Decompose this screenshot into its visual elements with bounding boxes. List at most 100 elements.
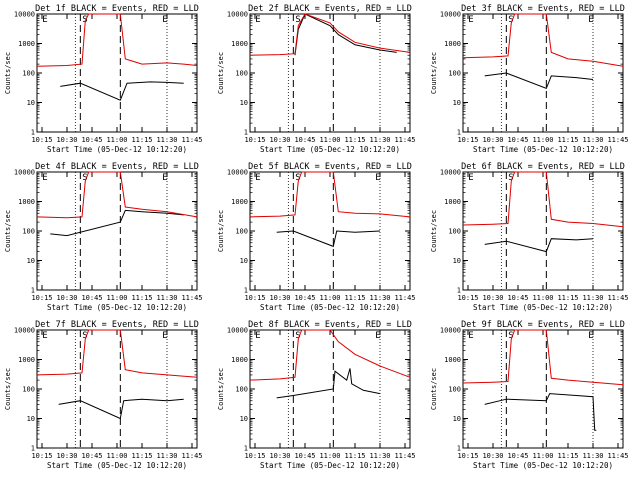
panel-5: Det 5f BLACK = Events, RED = LLD 1 10 100 10… xyxy=(217,162,416,312)
marker-letter-s: S xyxy=(295,173,300,183)
panel-2: Det 2f BLACK = Events, RED = LLD 1 10 100 10… xyxy=(217,4,416,154)
x-tick-label: 11:45 xyxy=(607,294,628,302)
x-tick-label: 11:00 xyxy=(106,452,127,460)
y-tick-label: 1 xyxy=(31,445,35,453)
marker-letter-s: S xyxy=(508,173,513,183)
marker-letter-s: S xyxy=(508,331,513,341)
marker-letter-e: E xyxy=(255,331,260,341)
marker-letter-e: E xyxy=(42,173,47,183)
marker-letter-e: E xyxy=(588,173,593,183)
x-tick-label: 11:45 xyxy=(181,294,202,302)
x-tick-label: 10:15 xyxy=(31,294,52,302)
x-tick-label: 11:45 xyxy=(394,294,415,302)
marker-letter-e: E xyxy=(255,173,260,183)
y-tick-label: 1000 xyxy=(444,198,461,206)
x-tick-label: 10:30 xyxy=(482,452,503,460)
plot-frame xyxy=(249,171,411,291)
x-tick-label: 10:30 xyxy=(56,136,77,144)
panel-title: Det 4f BLACK = Events, RED = LLD xyxy=(35,162,199,172)
series-line-lld xyxy=(249,171,411,218)
panel-4: Det 4f BLACK = Events, RED = LLD 1 10 100 10… xyxy=(4,162,203,312)
marker-letter-e: E xyxy=(162,15,167,25)
series-line-events xyxy=(294,13,397,56)
x-tick-label: 11:30 xyxy=(156,452,177,460)
y-tick-label: 1000 xyxy=(444,40,461,48)
x-tick-label: 11:00 xyxy=(532,136,553,144)
series-line-lld xyxy=(36,171,198,219)
series-line-events xyxy=(60,81,184,101)
x-tick-label: 10:15 xyxy=(31,136,52,144)
panel-title: Det 5f BLACK = Events, RED = LLD xyxy=(248,162,412,172)
x-axis-label: Start Time (05-Dec-12 10:12:20) xyxy=(473,303,613,312)
x-tick-label: 11:15 xyxy=(557,136,578,144)
x-tick-label: 10:30 xyxy=(56,294,77,302)
x-axis-label: Start Time (05-Dec-12 10:12:20) xyxy=(473,145,613,154)
x-tick-label: 11:45 xyxy=(607,136,628,144)
y-tick-label: 1000 xyxy=(444,356,461,364)
plot-frame xyxy=(462,329,624,449)
series-line-lld xyxy=(462,171,624,228)
y-tick-label: 1 xyxy=(31,287,35,295)
series-line-lld xyxy=(249,329,411,381)
x-tick-label: 10:15 xyxy=(31,452,52,460)
series-line-events xyxy=(484,72,594,90)
x-tick-label: 11:15 xyxy=(344,294,365,302)
marker-letter-e: E xyxy=(588,331,593,341)
x-tick-label: 11:30 xyxy=(156,136,177,144)
panel-1: Det 1f BLACK = Events, RED = LLD 1 10 100 10… xyxy=(4,4,203,154)
series-line-events xyxy=(276,368,381,399)
series-line-lld xyxy=(36,329,198,378)
y-tick-label: 1 xyxy=(244,445,248,453)
x-tick-label: 10:30 xyxy=(482,136,503,144)
x-tick-label: 10:45 xyxy=(507,136,528,144)
panel-3: Det 3f BLACK = Events, RED = LLD 1 10 100 10… xyxy=(430,4,629,154)
x-tick-label: 10:45 xyxy=(294,294,315,302)
plot-frame xyxy=(462,171,624,291)
marker-letter-e: E xyxy=(588,15,593,25)
x-tick-label: 11:00 xyxy=(319,294,340,302)
series-line-lld xyxy=(36,13,198,67)
y-tick-label: 1000 xyxy=(18,198,35,206)
plot-frame xyxy=(249,329,411,449)
plot-frame xyxy=(462,13,624,133)
panel-9: Det 9f BLACK = Events, RED = LLD 1 10 100 10… xyxy=(430,320,629,470)
y-tick-label: 10000 xyxy=(440,327,461,335)
x-tick-label: 11:15 xyxy=(131,294,152,302)
y-tick-label: 10000 xyxy=(440,169,461,177)
x-tick-label: 11:45 xyxy=(181,136,202,144)
series-line-events xyxy=(484,238,594,253)
series-line-events xyxy=(484,393,597,431)
plot-frame xyxy=(36,13,198,133)
x-tick-label: 10:30 xyxy=(269,452,290,460)
y-tick-label: 1000 xyxy=(18,356,35,364)
x-tick-label: 10:45 xyxy=(81,136,102,144)
plot-frame xyxy=(249,13,411,133)
x-tick-label: 10:15 xyxy=(244,136,265,144)
y-tick-label: 1 xyxy=(457,287,461,295)
x-tick-label: 11:30 xyxy=(369,294,390,302)
y-tick-label: 1 xyxy=(457,129,461,137)
y-axis-label: Counts/sec xyxy=(430,210,438,252)
y-tick-label: 10 xyxy=(27,415,35,423)
x-tick-label: 11:30 xyxy=(156,294,177,302)
series-line-lld xyxy=(462,329,624,386)
y-tick-label: 1 xyxy=(457,445,461,453)
x-tick-label: 10:45 xyxy=(294,136,315,144)
x-tick-label: 11:45 xyxy=(394,452,415,460)
marker-letter-s: S xyxy=(508,15,513,25)
y-tick-label: 100 xyxy=(448,70,461,78)
x-tick-label: 11:15 xyxy=(557,294,578,302)
panel-7: Det 7f BLACK = Events, RED = LLD 1 10 100 10… xyxy=(4,320,203,470)
x-axis-label: Start Time (05-Dec-12 10:12:20) xyxy=(260,145,400,154)
y-axis-label: Counts/sec xyxy=(217,210,225,252)
x-tick-label: 11:00 xyxy=(319,136,340,144)
panel-title: Det 1f BLACK = Events, RED = LLD xyxy=(35,4,199,14)
plot-frame xyxy=(36,171,198,291)
x-tick-label: 11:15 xyxy=(131,136,152,144)
y-axis-label: Counts/sec xyxy=(430,368,438,410)
x-tick-label: 11:30 xyxy=(582,136,603,144)
marker-letter-e: E xyxy=(255,15,260,25)
panel-title: Det 7f BLACK = Events, RED = LLD xyxy=(35,320,199,330)
panel-title: Det 9f BLACK = Events, RED = LLD xyxy=(461,320,625,330)
panel-title: Det 3f BLACK = Events, RED = LLD xyxy=(461,4,625,14)
